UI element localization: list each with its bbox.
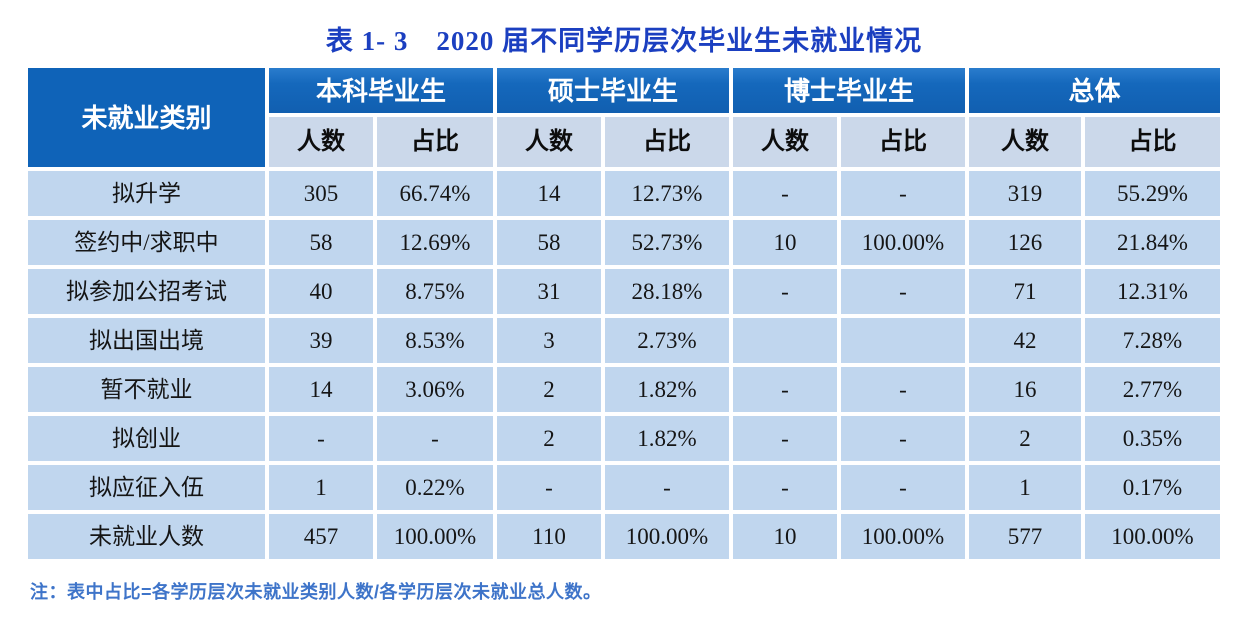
data-cell: 58 <box>497 220 601 265</box>
data-cell: 100.00% <box>605 514 729 559</box>
data-cell: 2.73% <box>605 318 729 363</box>
data-cell: 100.00% <box>841 220 965 265</box>
group-header-total: 总体 <box>969 68 1220 113</box>
category-cell: 签约中/求职中 <box>28 220 265 265</box>
data-cell: 100.00% <box>1085 514 1220 559</box>
data-cell: 52.73% <box>605 220 729 265</box>
data-cell: 12.31% <box>1085 269 1220 314</box>
data-cell: 319 <box>969 171 1081 216</box>
subheader-count: 人数 <box>969 117 1081 167</box>
data-cell: 2 <box>969 416 1081 461</box>
data-cell: 3.06% <box>377 367 493 412</box>
data-cell: 577 <box>969 514 1081 559</box>
data-cell: 14 <box>497 171 601 216</box>
data-cell: - <box>733 416 837 461</box>
group-header-master: 硕士毕业生 <box>497 68 729 113</box>
data-cell: 31 <box>497 269 601 314</box>
subheader-ratio: 占比 <box>841 117 965 167</box>
category-cell: 拟出国出境 <box>28 318 265 363</box>
category-cell: 未就业人数 <box>28 514 265 559</box>
data-cell: - <box>841 465 965 510</box>
data-cell: 14 <box>269 367 373 412</box>
data-cell: 2 <box>497 367 601 412</box>
data-cell: 0.35% <box>1085 416 1220 461</box>
data-cell: 40 <box>269 269 373 314</box>
data-cell: 58 <box>269 220 373 265</box>
subheader-ratio: 占比 <box>605 117 729 167</box>
data-cell: 10 <box>733 514 837 559</box>
data-cell: - <box>605 465 729 510</box>
category-cell: 拟创业 <box>28 416 265 461</box>
data-cell: 2.77% <box>1085 367 1220 412</box>
data-cell: 8.53% <box>377 318 493 363</box>
data-cell: 100.00% <box>841 514 965 559</box>
category-cell: 暂不就业 <box>28 367 265 412</box>
data-cell: 7.28% <box>1085 318 1220 363</box>
data-cell: 1.82% <box>605 367 729 412</box>
data-cell: 1 <box>969 465 1081 510</box>
category-header-cell: 未就业类别 <box>28 68 265 167</box>
subheader-count: 人数 <box>733 117 837 167</box>
data-cell <box>733 318 837 363</box>
data-cell: - <box>733 367 837 412</box>
table-title: 表 1- 3 2020 届不同学历层次毕业生未就业情况 <box>325 26 923 56</box>
subheader-count: 人数 <box>497 117 601 167</box>
data-cell: 126 <box>969 220 1081 265</box>
data-cell: 10 <box>733 220 837 265</box>
category-cell: 拟参加公招考试 <box>28 269 265 314</box>
data-cell: - <box>269 416 373 461</box>
data-cell: 1 <box>269 465 373 510</box>
data-cell: - <box>841 416 965 461</box>
data-cell: 71 <box>969 269 1081 314</box>
data-cell <box>841 318 965 363</box>
data-cell: 12.73% <box>605 171 729 216</box>
unemployment-table: 未就业类别 本科毕业生 硕士毕业生 博士毕业生 总体 人数 占比 人数 占比 人… <box>28 68 1220 559</box>
data-cell: - <box>497 465 601 510</box>
data-cell: - <box>841 269 965 314</box>
table-note: 注：表中占比=各学历层次未就业类别人数/各学历层次未就业总人数。 <box>30 582 602 602</box>
data-cell: - <box>377 416 493 461</box>
data-cell: 305 <box>269 171 373 216</box>
data-cell: - <box>733 465 837 510</box>
category-cell: 拟升学 <box>28 171 265 216</box>
data-cell: 100.00% <box>377 514 493 559</box>
group-header-doctor: 博士毕业生 <box>733 68 965 113</box>
subheader-count: 人数 <box>269 117 373 167</box>
data-cell: 16 <box>969 367 1081 412</box>
data-cell: 0.17% <box>1085 465 1220 510</box>
data-cell: - <box>841 367 965 412</box>
data-cell: 55.29% <box>1085 171 1220 216</box>
category-cell: 拟应征入伍 <box>28 465 265 510</box>
data-cell: - <box>733 171 837 216</box>
group-header-undergraduate: 本科毕业生 <box>269 68 493 113</box>
data-cell: 2 <box>497 416 601 461</box>
subheader-ratio: 占比 <box>1085 117 1220 167</box>
data-cell: 39 <box>269 318 373 363</box>
data-cell: 42 <box>969 318 1081 363</box>
data-cell: 3 <box>497 318 601 363</box>
data-cell: 0.22% <box>377 465 493 510</box>
data-cell: 21.84% <box>1085 220 1220 265</box>
data-cell: - <box>841 171 965 216</box>
data-cell: 8.75% <box>377 269 493 314</box>
data-cell: 28.18% <box>605 269 729 314</box>
data-cell: - <box>733 269 837 314</box>
data-cell: 1.82% <box>605 416 729 461</box>
data-cell: 12.69% <box>377 220 493 265</box>
subheader-ratio: 占比 <box>377 117 493 167</box>
data-cell: 66.74% <box>377 171 493 216</box>
data-cell: 110 <box>497 514 601 559</box>
data-cell: 457 <box>269 514 373 559</box>
